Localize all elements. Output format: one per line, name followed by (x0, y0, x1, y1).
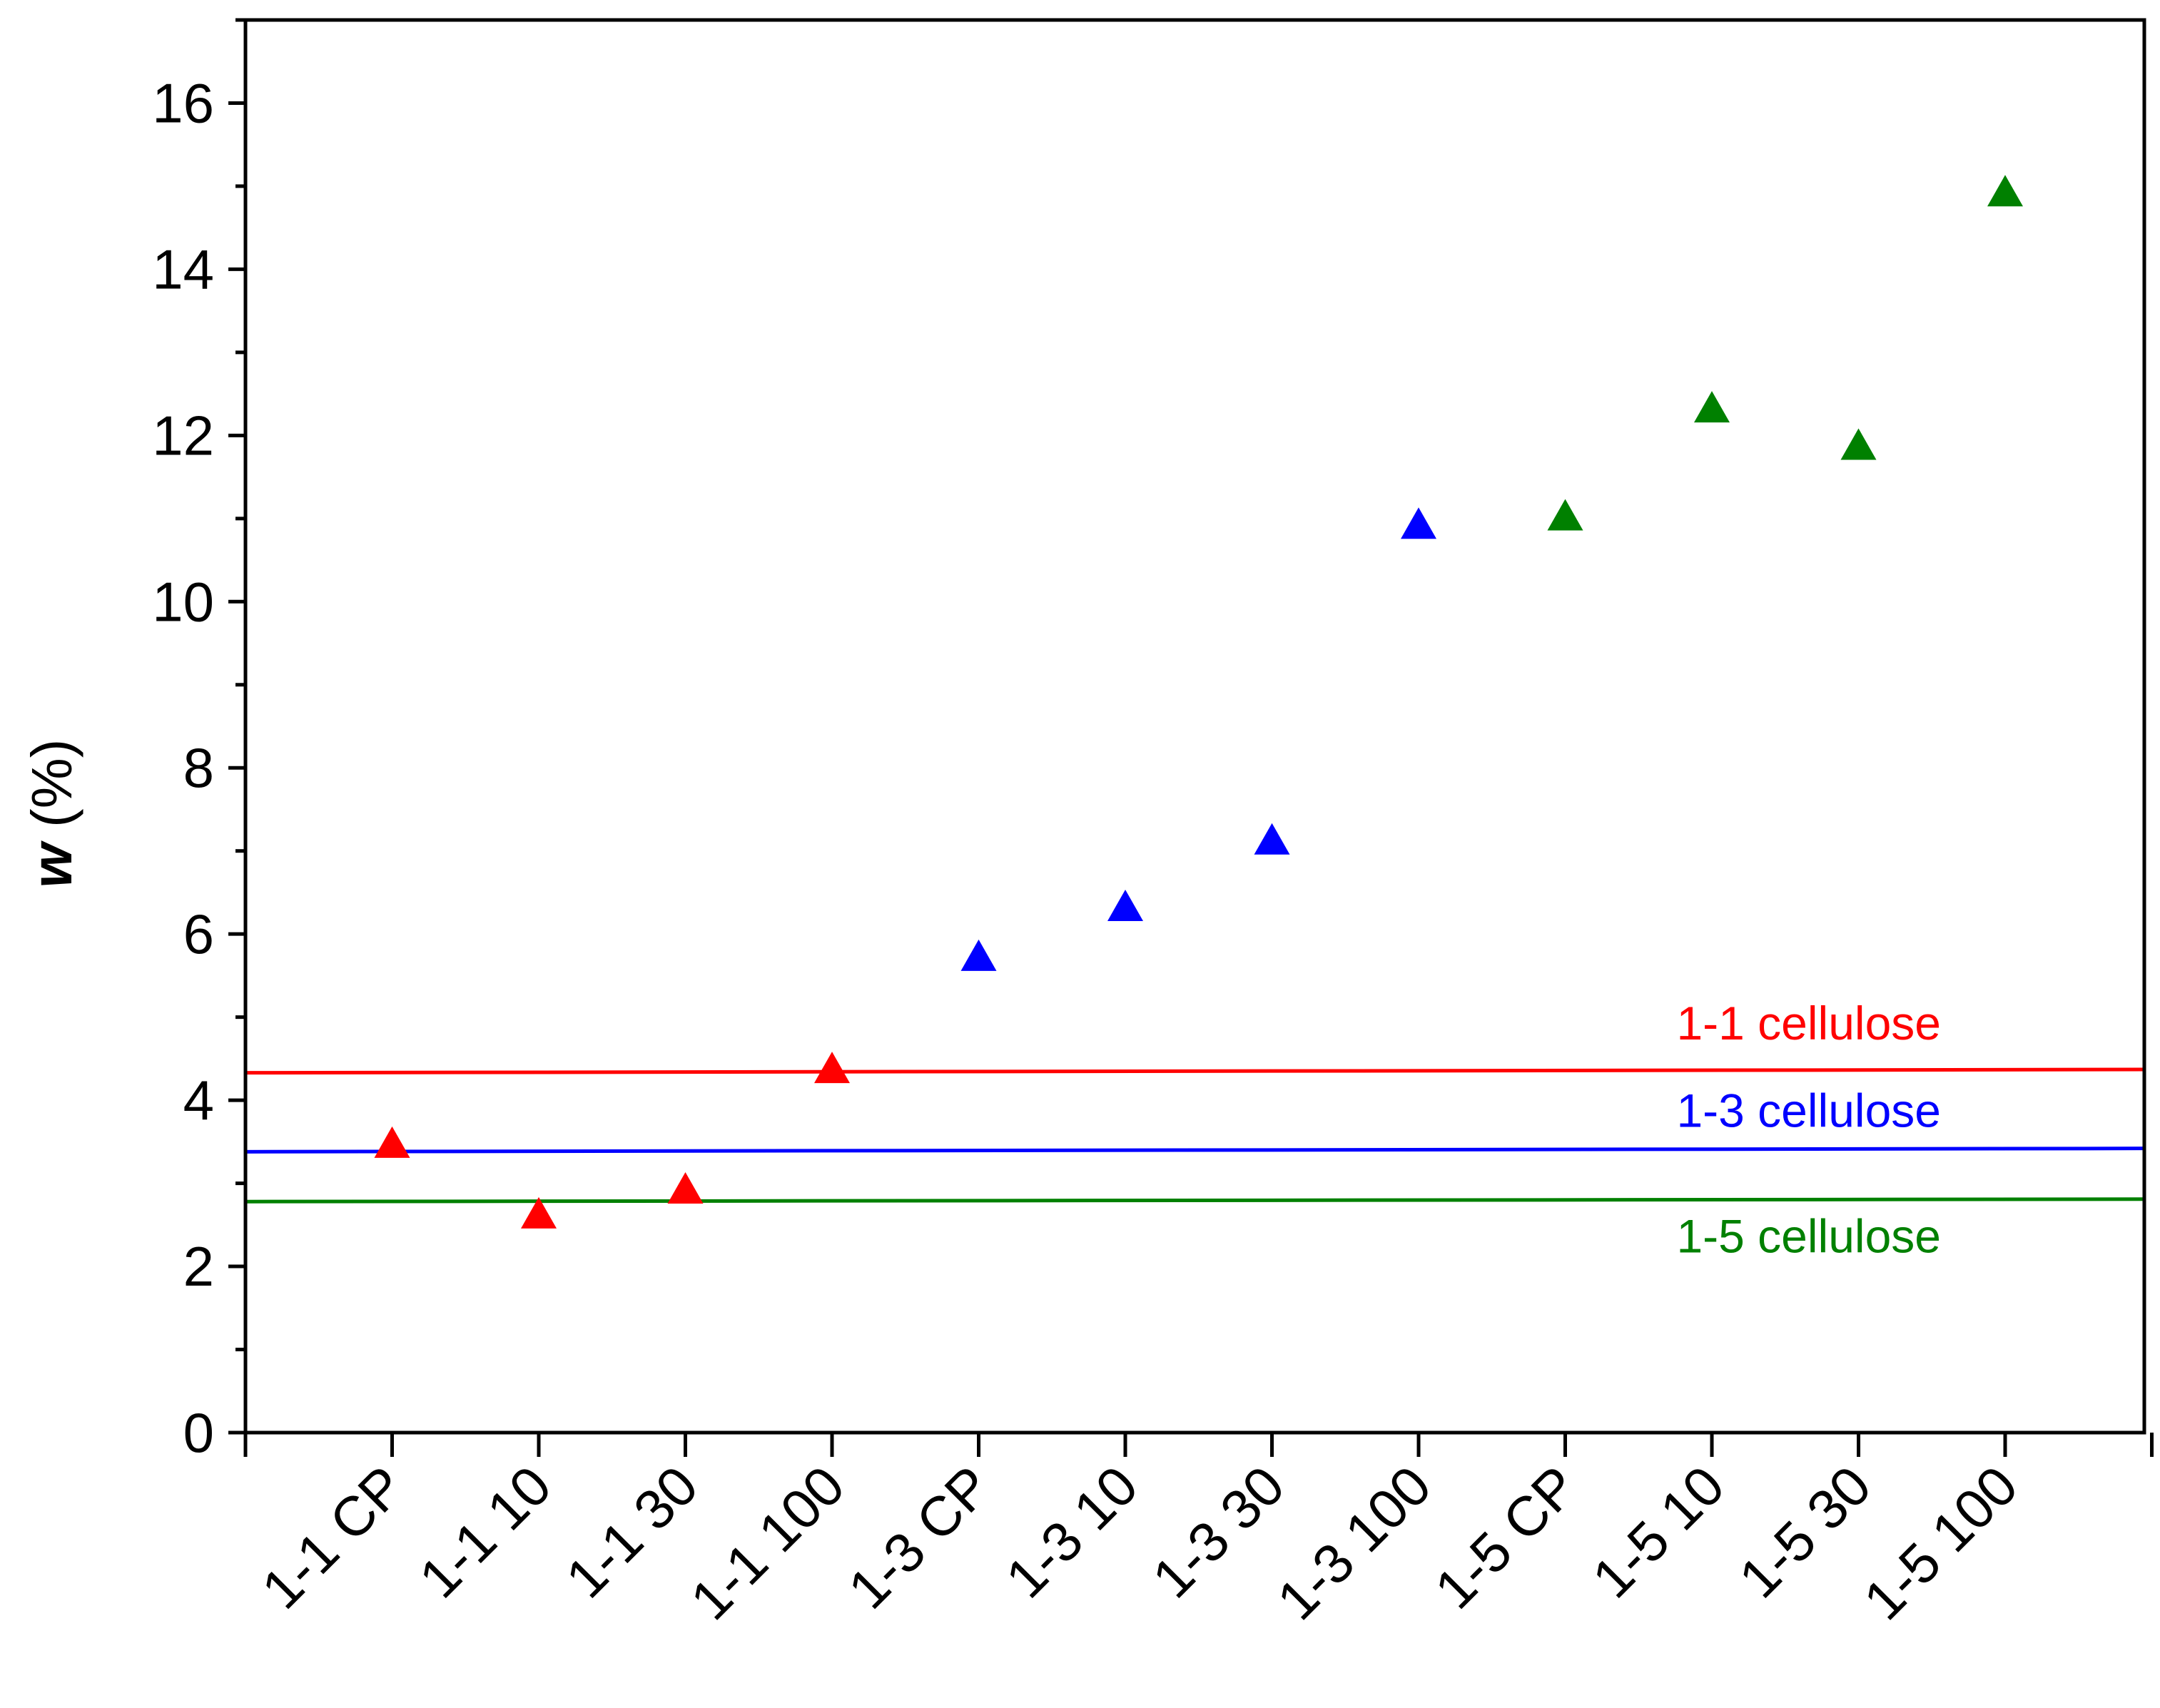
axes (243, 18, 2146, 1435)
y-tick-label: 10 (152, 570, 214, 633)
reference-line-label-1: 1-1 cellulose (1676, 997, 1941, 1049)
y-tick-label: 16 (152, 71, 214, 134)
reference-line-labels: 1-1 cellulose 1-3 cellulose 1-5 cellulose (1676, 997, 1941, 1263)
data-point-1-1-10 (521, 1196, 557, 1229)
data-point-1-1-30 (667, 1171, 704, 1204)
data-point-1-3-100 (1401, 507, 1436, 539)
reference-line-label-3: 1-5 cellulose (1676, 1210, 1941, 1263)
y-axis-title: w (%) (20, 739, 83, 888)
data-point-1-5-30 (1840, 428, 1877, 460)
data-point-1-3-cp (960, 939, 997, 971)
data-point-1-5-cp (1547, 499, 1583, 531)
plot-frame (243, 18, 2146, 1435)
y-axis-title-unit: (%) (20, 739, 83, 844)
y-tick-label: 12 (152, 404, 214, 467)
data-point-1-3-10 (1107, 889, 1143, 921)
data-point-1-5-100 (1987, 175, 2023, 207)
data-markers (374, 175, 2023, 1229)
data-point-1-5-10 (1694, 391, 1730, 423)
y-axis-title-variable: w (20, 840, 83, 888)
reference-lines (245, 1067, 2145, 1204)
reference-line-label-2: 1-3 cellulose (1676, 1084, 1941, 1137)
y-tick-label: 2 (183, 1235, 214, 1298)
y-axis-ticks: 0 2 4 6 8 10 12 14 16 (152, 18, 245, 1464)
y-tick-label: 0 (183, 1401, 214, 1464)
y-tick-label: 8 (183, 736, 214, 799)
reference-line-3 (245, 1197, 2145, 1204)
y-tick-label: 6 (183, 903, 214, 965)
data-point-1-1-100 (814, 1052, 850, 1084)
y-tick-label: 14 (152, 238, 214, 300)
data-point-1-1-cp (374, 1126, 410, 1158)
reference-line-1 (245, 1067, 2145, 1075)
data-point-1-3-30 (1254, 823, 1290, 855)
reference-line-2 (245, 1147, 2145, 1154)
y-tick-label: 4 (183, 1069, 214, 1132)
